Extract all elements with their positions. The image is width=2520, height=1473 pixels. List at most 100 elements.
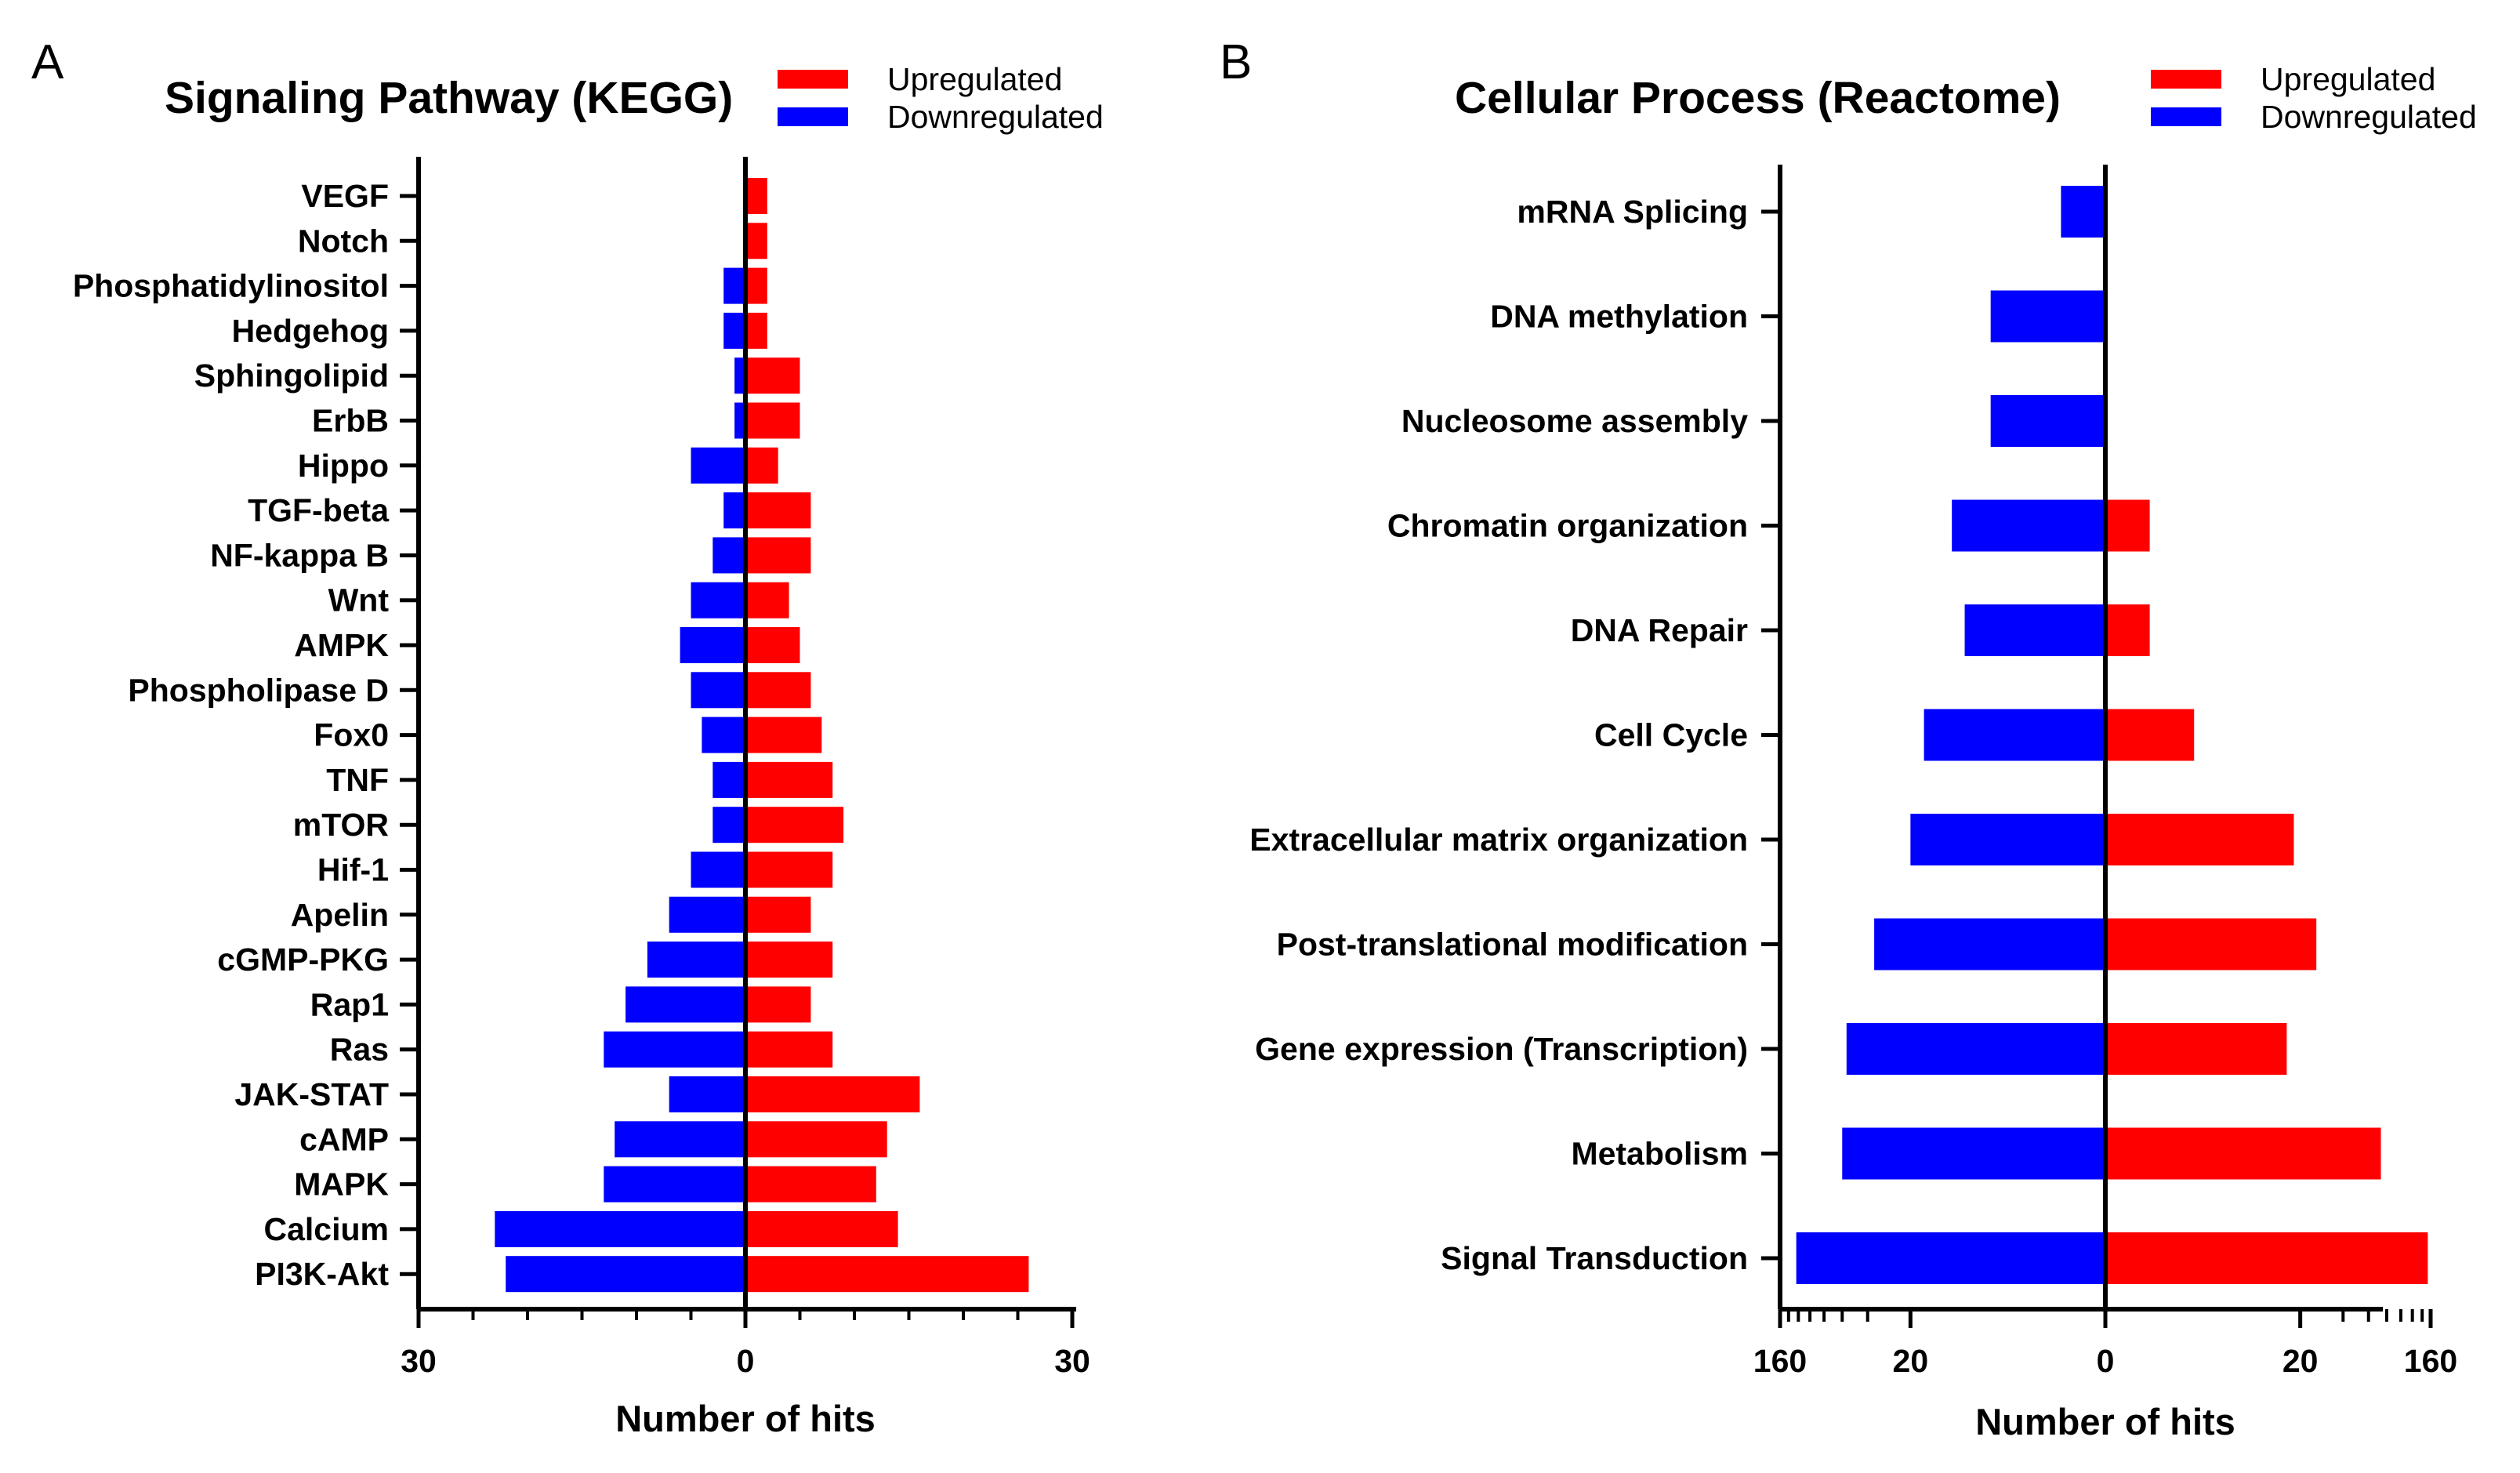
panel-a-letter: A bbox=[31, 35, 64, 89]
panel-a-bar-down bbox=[734, 402, 745, 439]
panel-a-bar-up bbox=[745, 941, 833, 978]
panel-a-bar-up bbox=[745, 447, 778, 484]
panel-b-category-label: Extracellular matrix organization bbox=[1249, 822, 1748, 858]
panel-a-bar-down bbox=[702, 717, 745, 753]
panel-b-bar-down bbox=[1964, 604, 2105, 656]
panel-a-bar-down bbox=[647, 941, 745, 978]
panel-a-bar-up bbox=[745, 761, 833, 798]
panel-b-category-label: Metabolism bbox=[1571, 1136, 1748, 1172]
panel-a-x-tick-label: 30 bbox=[1054, 1343, 1090, 1379]
panel-b-category-label: mRNA Splicing bbox=[1517, 194, 1748, 230]
panel-a-bar-down bbox=[625, 986, 745, 1023]
panel-a-category-label: Hippo bbox=[298, 448, 389, 484]
panel-b-bar-down bbox=[1910, 814, 2105, 865]
panel-a-category-label: PI3K-Akt bbox=[255, 1256, 389, 1292]
panel-a-category-label: TGF-beta bbox=[248, 492, 390, 528]
panel-a-category-label: JAK-STAT bbox=[234, 1076, 389, 1112]
panel-a-bar-up bbox=[745, 717, 822, 753]
panel-a-category-label: Wnt bbox=[328, 582, 390, 619]
panel-b-x-tick-label: 160 bbox=[1753, 1343, 1807, 1379]
panel-a-bar-up bbox=[745, 1166, 876, 1203]
panel-b-letter: B bbox=[1220, 35, 1252, 89]
panel-b-bar-down bbox=[1990, 395, 2105, 447]
panel-a-category-label: Fox0 bbox=[314, 717, 389, 753]
panel-a-bar-down bbox=[680, 627, 745, 663]
panel-a-bar-up bbox=[745, 1076, 920, 1112]
panel-a-category-label: cGMP-PKG bbox=[217, 941, 389, 978]
panel-a-bar-up bbox=[745, 1210, 898, 1247]
panel-a-bar-up bbox=[745, 851, 833, 888]
panel-b-bar-down bbox=[1952, 499, 2105, 552]
panel-b-legend-down-label: Downregulated bbox=[2261, 99, 2477, 135]
panel-a-category-label: MAPK bbox=[294, 1166, 389, 1203]
panel-a-bar-down bbox=[691, 582, 745, 619]
panel-a-legend-up-swatch bbox=[778, 70, 848, 89]
panel-a-bar-up bbox=[745, 582, 789, 619]
panel-b-category-label: Cell Cycle bbox=[1594, 717, 1748, 753]
panel-a-category-label: Phospholipase D bbox=[128, 672, 389, 708]
panel-a-category-label: VEGF bbox=[301, 178, 389, 214]
panel-a-bar-down bbox=[691, 447, 745, 484]
panel-b-bar-up bbox=[2105, 1023, 2287, 1075]
panel-a-bar-down bbox=[669, 1076, 745, 1112]
panel-a-bar-up bbox=[745, 1031, 833, 1068]
panel-a-legend-down-swatch bbox=[778, 107, 848, 126]
panel-b-legend-down-swatch bbox=[2151, 107, 2221, 126]
panel-b-bar-up bbox=[2105, 1127, 2381, 1180]
panel-a-bar-down bbox=[615, 1121, 745, 1158]
panel-b-x-tick-label: 20 bbox=[1893, 1343, 1929, 1379]
panel-a-category-label: Rap1 bbox=[310, 986, 389, 1022]
panel-a-bar-down bbox=[723, 312, 745, 349]
panel-a-bar-down bbox=[723, 492, 745, 529]
panel-a-category-label: Hedgehog bbox=[232, 313, 389, 349]
panel-b-x-axis-label: Number of hits bbox=[1975, 1401, 2235, 1442]
panel-a-bar-up bbox=[745, 672, 811, 709]
panel-a-x-tick-label: 30 bbox=[401, 1343, 437, 1379]
panel-a-category-label: Notch bbox=[298, 223, 389, 259]
panel-a-bar-down bbox=[712, 761, 745, 798]
panel-a-bar-up bbox=[745, 1121, 887, 1158]
panel-a-category-label: mTOR bbox=[293, 807, 389, 843]
panel-b-bar-up bbox=[2105, 814, 2294, 865]
panel-a-bar-up bbox=[745, 537, 811, 574]
panel-a-bar-up bbox=[745, 357, 800, 394]
panel-b-bar-down bbox=[1796, 1232, 2105, 1284]
panel-a-category-label: AMPK bbox=[294, 627, 389, 663]
panel-b-bar-up bbox=[2105, 604, 2150, 656]
panel-a-category-label: Ras bbox=[330, 1032, 389, 1068]
panel-b-bar-down bbox=[1846, 1023, 2105, 1075]
panel-a-bar-down bbox=[506, 1256, 745, 1293]
panel-b-category-label: Chromatin organization bbox=[1387, 508, 1748, 544]
panel-a-category-label: NF-kappa B bbox=[210, 537, 389, 573]
panel-a-bar-down bbox=[604, 1031, 745, 1068]
panel-b-bar-up bbox=[2105, 709, 2195, 761]
panel-a-bar-up bbox=[745, 267, 767, 304]
panel-a-category-label: Apelin bbox=[291, 897, 389, 933]
panel-a-bar-down bbox=[712, 807, 745, 844]
panel-a-bar-down bbox=[691, 672, 745, 709]
panel-a-legend-up-label: Upregulated bbox=[887, 61, 1062, 97]
panel-a-bar-up bbox=[745, 986, 811, 1023]
panel-a-bar-down bbox=[495, 1210, 745, 1247]
panel-b-category-label: DNA methylation bbox=[1490, 299, 1748, 335]
panel-a-bar-up bbox=[745, 1256, 1029, 1293]
panel-b-x-tick-label: 20 bbox=[2283, 1343, 2319, 1379]
panel-b-title: Cellular Process (Reactome) bbox=[1455, 73, 2061, 123]
panel-a-category-label: cAMP bbox=[299, 1121, 389, 1157]
panel-b-bar-up bbox=[2105, 499, 2150, 552]
panel-a-bar-down bbox=[669, 896, 745, 933]
panel-b-category-label: Nucleosome assembly bbox=[1401, 403, 1748, 439]
panel-a-category-label: Sphingolipid bbox=[194, 357, 389, 394]
panel-a-bar-down bbox=[712, 537, 745, 574]
panel-a-bar-up bbox=[745, 178, 767, 214]
panel-b-bar-down bbox=[1874, 918, 2105, 971]
panel-b-bar-down bbox=[2061, 186, 2105, 238]
panel-a-category-label: Phosphatidylinositol bbox=[73, 268, 389, 304]
panel-a-x-axis-label: Number of hits bbox=[615, 1398, 876, 1439]
panel-a-bar-up bbox=[745, 402, 800, 439]
panel-b-category-label: DNA Repair bbox=[1571, 612, 1748, 648]
panel-b-legend-up-label: Upregulated bbox=[2261, 61, 2435, 97]
chart-marks: VEGF Notch Phosphatidylinositol Hedgehog Sph… bbox=[73, 157, 2457, 1379]
panel-a-bar-up bbox=[745, 492, 811, 529]
panel-a-category-label: TNF bbox=[326, 762, 389, 798]
